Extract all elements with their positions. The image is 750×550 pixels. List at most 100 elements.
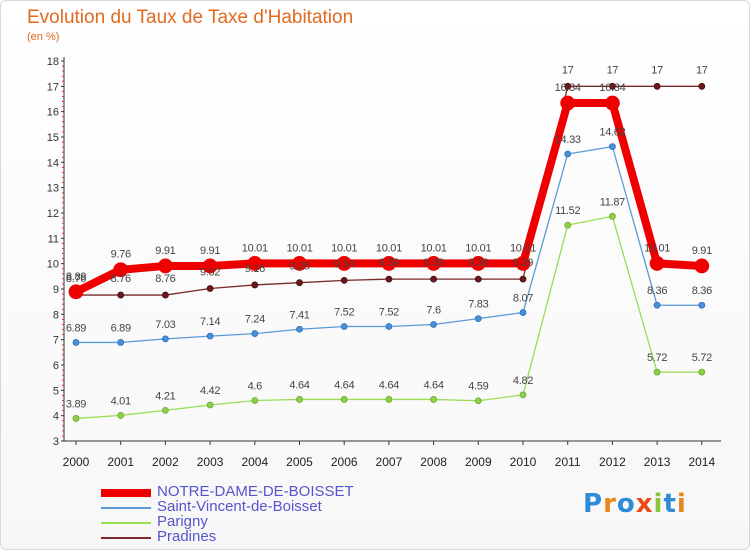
data-label: 10.01 [376,242,402,254]
data-point [609,143,616,151]
data-point [206,332,214,340]
proxiti-logo: Proxiti [583,489,687,519]
data-point [340,276,348,284]
x-tick-label: 2010 [510,455,537,469]
data-point [381,256,397,271]
chart-series [68,82,710,422]
y-tick-label: 18 [47,56,59,68]
x-tick-label: 2000 [63,455,90,469]
legend-swatch [101,507,151,509]
data-label: 4.01 [111,395,131,407]
data-label: 10.01 [465,242,491,254]
data-label: 17 [562,64,574,76]
data-label: 5.72 [692,352,712,364]
data-point [430,321,438,328]
data-label: 4.21 [155,390,175,402]
data-label: 9.02 [200,266,220,278]
data-label: 7.83 [468,299,488,311]
data-label: 4.64 [334,379,354,391]
data-label: 7.24 [245,314,265,326]
y-tick-label: 11 [48,233,59,245]
data-point [560,95,576,111]
data-point [251,397,259,404]
data-label: 8.36 [647,285,667,297]
data-point [117,412,125,419]
data-point [519,391,527,399]
legend-swatch [101,522,151,524]
data-label: 14.33 [555,134,581,146]
data-label: 4.6 [248,380,263,392]
data-point [251,281,259,289]
data-label: 4.59 [468,381,488,393]
x-tick-label: 2012 [599,455,626,469]
data-point [609,212,616,220]
data-label: 3.89 [66,398,86,410]
data-point [117,291,125,299]
x-tick-label: 2009 [465,455,492,469]
data-point [385,396,393,403]
x-tick-label: 2014 [688,455,715,469]
x-tick-label: 2007 [376,455,403,469]
logo-letter: x [635,489,654,519]
logo-letter: o [616,489,636,519]
chart-subtitle: (en %) [27,31,60,43]
data-point [72,339,80,346]
y-tick-label: 13 [47,183,59,195]
x-tick-label: 2011 [555,455,581,469]
data-label: 8.07 [513,293,533,305]
data-point [340,323,348,330]
data-label: 7.52 [379,306,399,318]
data-point [336,256,352,271]
data-label: 8.76 [66,273,86,285]
data-point [564,150,572,158]
y-tick-label: 3 [53,436,59,448]
logo-letter: t [663,489,677,519]
data-point [515,256,531,271]
data-label: 10.01 [286,242,312,254]
y-tick-label: 6 [53,360,59,372]
data-point [649,256,665,271]
data-label: 17 [607,64,619,76]
data-point [694,258,710,274]
data-label: 9.39 [379,257,399,269]
y-tick-label: 7 [53,335,59,347]
data-label: 7.41 [289,309,309,321]
data-label: 7.52 [334,306,354,318]
x-tick-label: 2005 [286,455,313,469]
data-point [430,275,438,283]
data-point [470,256,486,271]
data-point [72,415,80,422]
data-point [474,315,482,323]
y-tick-label: 4 [53,411,59,423]
legend-label: Pradines [157,528,217,545]
data-label: 9.91 [692,245,712,257]
chart-data-labels: 8.76 8.76 8.76 9.02 9.16 9.25 9.34 9.39 9.39 9.39… [66,64,712,410]
logo-letter: i [676,489,687,519]
data-point [161,291,169,299]
legend-label: Parigny [157,513,208,530]
data-label: 4.64 [423,379,443,391]
data-point [296,396,303,403]
data-label: 9.25 [289,261,309,273]
data-label: 4.64 [379,379,399,391]
data-label: 7.03 [155,319,175,331]
data-point [113,262,129,278]
data-point [519,309,527,316]
data-point [564,82,572,90]
data-label: 8.76 [155,273,175,285]
data-point [161,335,169,343]
data-label: 5.72 [647,352,667,364]
data-label: 10.01 [242,242,268,254]
y-tick-label: 8 [53,309,59,321]
data-label: 10.01 [331,242,357,254]
data-point [474,275,482,283]
data-point [161,406,169,414]
data-point [653,82,661,90]
data-point [202,258,218,274]
data-point [296,279,303,287]
x-tick-label: 2006 [331,455,358,469]
data-label: 14.62 [599,127,625,139]
legend-swatch [101,537,151,539]
